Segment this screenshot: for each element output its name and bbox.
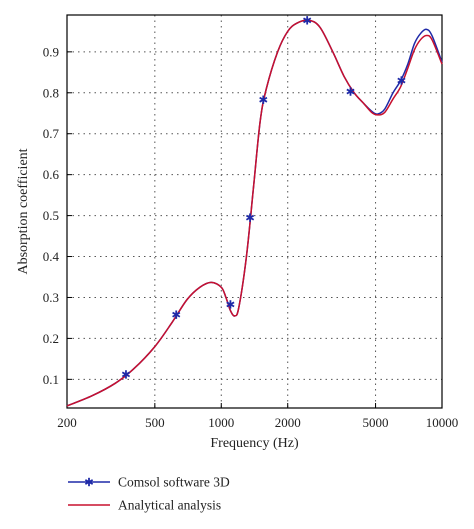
marker-stroke bbox=[172, 311, 181, 318]
x-tick-label: 1000 bbox=[208, 415, 234, 430]
series-line-analytical bbox=[66, 19, 443, 407]
comsol-data-point bbox=[226, 300, 235, 309]
marker-stroke bbox=[259, 96, 268, 103]
x-tick-label: 2000 bbox=[275, 415, 301, 430]
legend-analytical-label: Analytical analysis bbox=[118, 498, 221, 513]
series-layer bbox=[66, 16, 443, 407]
y-tick-label: 0.2 bbox=[43, 331, 59, 346]
x-tick-label: 500 bbox=[145, 415, 165, 430]
grid-lines bbox=[67, 15, 442, 408]
x-axis-label: Frequency (Hz) bbox=[210, 436, 299, 451]
comsol-data-point bbox=[303, 16, 312, 25]
comsol-data-point bbox=[259, 95, 268, 104]
y-tick-label: 0.4 bbox=[43, 249, 60, 264]
y-tick-label: 0.7 bbox=[43, 126, 60, 141]
marker-stroke bbox=[226, 301, 235, 308]
y-tick-label: 0.1 bbox=[43, 372, 59, 387]
y-tick-label: 0.5 bbox=[43, 208, 59, 223]
legend-comsol-marker bbox=[84, 477, 94, 487]
plot-frame bbox=[66, 14, 443, 409]
marker-stroke bbox=[397, 77, 406, 84]
y-tick-label: 0.6 bbox=[43, 167, 60, 182]
x-axis-ticks: 200 500 1000 2000 5000 10000 bbox=[57, 403, 458, 430]
marker-stroke bbox=[121, 371, 131, 378]
series-line-comsol bbox=[66, 19, 443, 407]
comsol-data-point bbox=[121, 370, 131, 379]
marker-stroke bbox=[303, 17, 312, 24]
x-tick-label: 5000 bbox=[363, 415, 389, 430]
comsol-data-point bbox=[346, 87, 355, 96]
comsol-data-point bbox=[245, 213, 255, 222]
marker-stroke bbox=[84, 479, 94, 485]
y-tick-label: 0.9 bbox=[43, 44, 59, 59]
comsol-data-point bbox=[397, 76, 406, 85]
y-axis-label: Absorption coefficient bbox=[16, 148, 31, 274]
x-tick-label: 200 bbox=[57, 415, 77, 430]
y-tick-label: 0.3 bbox=[43, 290, 59, 305]
marker-stroke bbox=[245, 214, 255, 221]
y-axis-ticks: 0.1 0.2 0.3 0.4 0.5 0.6 0.7 0.8 0.9 bbox=[43, 44, 72, 387]
legend-comsol-label: Comsol software 3D bbox=[118, 475, 230, 490]
legend-entry-comsol: Comsol software 3D bbox=[68, 475, 230, 490]
legend-entry-analytical: Analytical analysis bbox=[68, 498, 221, 513]
marker-stroke bbox=[346, 88, 355, 95]
legend: Comsol software 3D Analytical analysis bbox=[68, 475, 230, 513]
x-tick-label: 10000 bbox=[426, 415, 459, 430]
y-tick-label: 0.8 bbox=[43, 85, 59, 100]
legend-asterisk bbox=[84, 477, 94, 487]
comsol-data-point bbox=[172, 310, 181, 319]
